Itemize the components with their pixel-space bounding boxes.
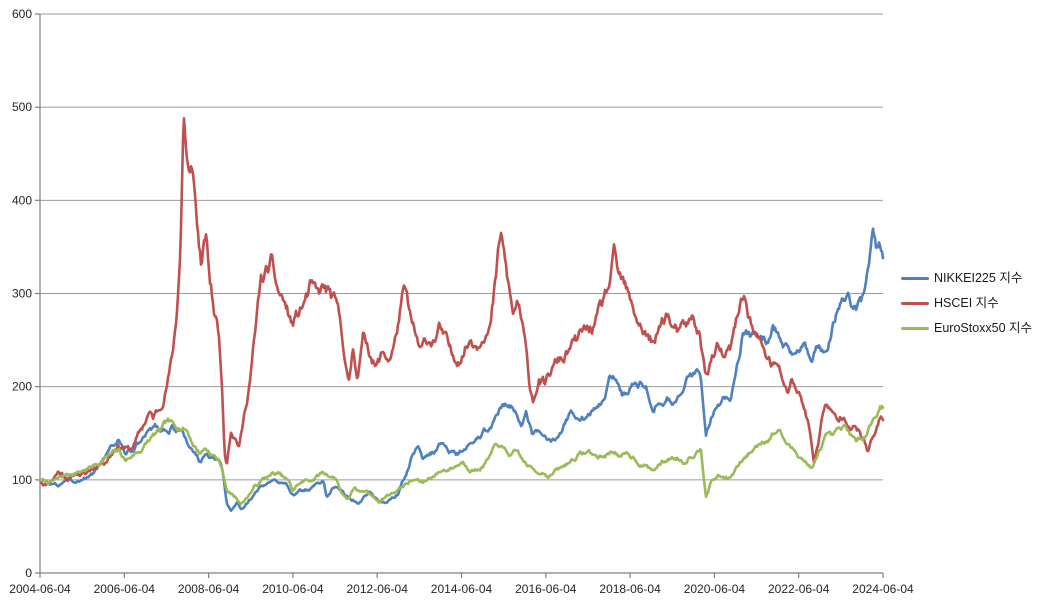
x-axis-tick-label: 2010-06-04 [262,582,324,596]
x-axis-tick-label: 2016-06-04 [515,582,577,596]
y-axis-tick-label: 200 [12,380,32,394]
x-axis-tick-label: 2018-06-04 [599,582,661,596]
y-axis-tick-label: 100 [12,473,32,487]
legend-label-eurostoxx50: EuroStoxx50 지수 [934,321,1033,336]
x-axis-tick-label: 2020-06-04 [684,582,746,596]
x-axis-tick-label: 2024-06-04 [852,582,914,596]
legend-line-swatch-eurostoxx50 [901,327,929,330]
chart-legend: NIKKEI225 지수 HSCEI 지수 EuroStoxx50 지수 [901,266,1032,341]
series-line-nikkei225 [38,227,885,513]
x-axis-tick-label: 2022-06-04 [768,582,830,596]
y-axis-tick-label: 600 [12,7,32,21]
x-axis-tick-label: 2014-06-04 [431,582,493,596]
legend-item-eurostoxx50: EuroStoxx50 지수 [901,316,1032,341]
legend-label-nikkei225: NIKKEI225 지수 [934,271,1023,286]
legend-line-swatch-hscei [901,302,929,305]
x-axis-tick-label: 2004-06-04 [9,582,71,596]
legend-label-hscei: HSCEI 지수 [934,296,999,311]
y-axis-tick-label: 400 [12,193,32,207]
x-axis-tick-label: 2012-06-04 [347,582,409,596]
series-line-eurostoxx50 [38,404,885,506]
series-line-hscei [38,117,885,487]
legend-item-nikkei225: NIKKEI225 지수 [901,266,1032,291]
x-axis-tick-label: 2006-06-04 [94,582,156,596]
y-axis-tick-label: 300 [12,287,32,301]
x-axis-tick-label: 2008-06-04 [178,582,240,596]
legend-item-hscei: HSCEI 지수 [901,291,1032,316]
legend-line-swatch-nikkei225 [901,277,929,280]
y-axis-tick-label: 0 [25,566,32,580]
y-axis-tick-label: 500 [12,100,32,114]
